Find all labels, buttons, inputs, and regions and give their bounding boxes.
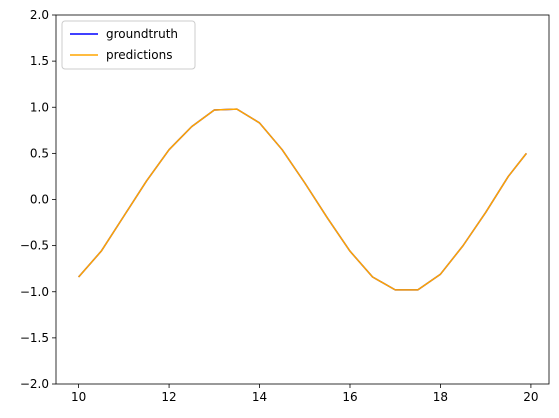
y-tick-label: −0.5 <box>20 239 49 253</box>
y-tick-label: −1.0 <box>20 285 49 299</box>
x-tick-label: 12 <box>161 390 176 404</box>
y-tick-label: −1.5 <box>20 331 49 345</box>
x-tick-label: 18 <box>433 390 448 404</box>
plot-frame <box>55 14 550 385</box>
x-tick-label: 14 <box>252 390 267 404</box>
y-tick-label: −2.0 <box>20 377 49 391</box>
axes-layer: 10 12 14 16 18 20 −2.0 −1.5 −1.0 −0.5 0.0 0.5 1.0 1.5… <box>20 8 550 404</box>
y-tick-label: 1.5 <box>30 54 49 68</box>
plot-layer <box>78 108 527 291</box>
legend-label-predictions: predictions <box>106 48 172 62</box>
x-tick-label: 16 <box>342 390 357 404</box>
x-tick-label: 20 <box>523 390 538 404</box>
legend-label-groundtruth: groundtruth <box>106 27 178 41</box>
y-tick-label: 0.0 <box>30 193 49 207</box>
series-line-predictions <box>78 108 527 291</box>
y-tick-label: 2.0 <box>30 8 49 22</box>
x-tick-label: 10 <box>71 390 86 404</box>
series-line-groundtruth <box>78 108 527 291</box>
y-tick-label: 0.5 <box>30 146 49 160</box>
legend: groundtruth predictions <box>61 20 196 70</box>
y-tick-label: 1.0 <box>30 100 49 114</box>
legend-box <box>61 20 196 70</box>
